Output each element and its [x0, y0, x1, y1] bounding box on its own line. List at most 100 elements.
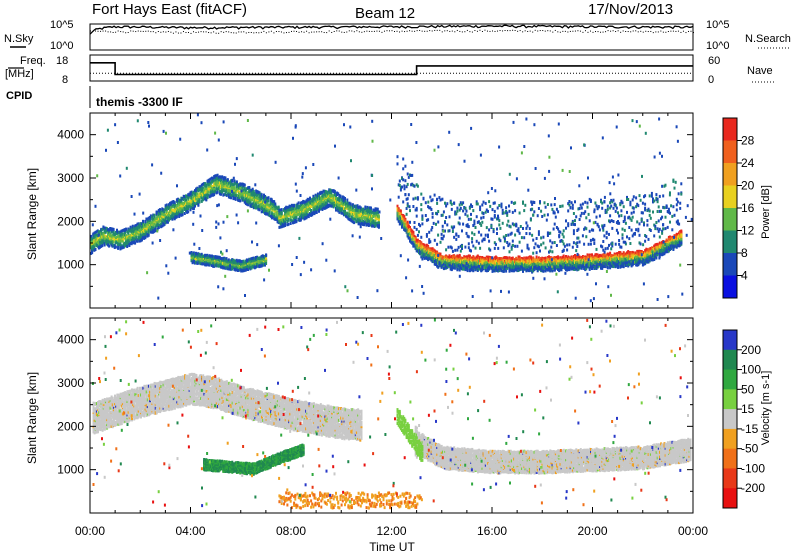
power-cell: [274, 202, 277, 206]
power-cell: [122, 241, 125, 245]
power-cell: [168, 205, 170, 209]
noise-search-point: [120, 31, 122, 33]
noise-search-point: [248, 31, 250, 33]
power-cell: [191, 203, 194, 207]
power-cell: [250, 190, 253, 194]
power-cell: [305, 216, 308, 220]
power-cell: [172, 212, 175, 216]
power-cell: [295, 203, 298, 207]
power-cell: [265, 198, 268, 202]
power-cell: [248, 192, 251, 196]
noise-search-point: [499, 30, 501, 32]
power-cell: [182, 197, 185, 201]
power-cell: [278, 225, 281, 229]
power-cell: [102, 236, 105, 239]
power-cell: [421, 222, 424, 226]
power-cell: [222, 176, 225, 180]
power-cell: [92, 236, 95, 240]
power-cell: [301, 214, 303, 218]
power-cell: [247, 193, 250, 197]
power-cell: [112, 234, 115, 238]
power-cell: [427, 218, 430, 222]
power-cell: [480, 216, 483, 220]
power-cell: [127, 234, 130, 238]
power-cell: [376, 207, 379, 211]
power-cell: [237, 198, 239, 202]
power-cell: [164, 204, 167, 208]
power-cell: [257, 190, 260, 194]
power-cell: [264, 210, 267, 214]
noise-search-point: [203, 31, 205, 33]
power-cell: [294, 207, 297, 211]
power-cell: [242, 198, 245, 202]
noise-search-point: [645, 30, 647, 32]
power-cell: [467, 242, 470, 246]
power-cell: [191, 191, 194, 195]
power-cell: [306, 213, 309, 217]
power-cell: [194, 204, 196, 208]
power-cell: [298, 205, 301, 209]
power-cell: [224, 187, 227, 191]
power-cell: [200, 199, 203, 203]
power-cell: [166, 212, 169, 216]
power-cell: [237, 183, 239, 187]
noise-search-point: [394, 31, 396, 33]
power-cell: [200, 183, 203, 187]
power-cell: [305, 199, 308, 203]
power-cell: [249, 189, 252, 192]
power-cell: [435, 222, 437, 226]
noise-search-point: [451, 30, 453, 32]
noise-series: [89, 24, 694, 35]
power-cell: [498, 219, 501, 223]
power-cell: [406, 204, 409, 208]
power-cell: [273, 212, 276, 216]
power-cell: [470, 249, 472, 253]
power-cell: [113, 244, 116, 248]
power-cell: [190, 203, 193, 207]
power-cell: [471, 231, 474, 235]
power-cell: [168, 203, 170, 207]
power-cell: [127, 238, 130, 242]
power-cell: [250, 192, 253, 196]
noise-search-point: [291, 30, 292, 32]
power-cell: [172, 200, 175, 203]
power-cell: [294, 220, 297, 224]
power-cell: [409, 209, 411, 213]
power-cell: [225, 185, 228, 189]
power-cell: [211, 176, 213, 180]
power-cell: [182, 202, 185, 206]
power-cell: [203, 188, 206, 192]
power-cell: [211, 190, 213, 194]
power-cell: [169, 217, 172, 221]
noise-search-point: [617, 30, 619, 32]
noise-search-point: [459, 30, 461, 32]
power-cell: [302, 206, 305, 210]
power-cell: [123, 230, 126, 234]
power-cell: [405, 212, 408, 216]
power-cell: [243, 183, 246, 187]
power-cell: [297, 201, 300, 205]
power-cell: [296, 211, 299, 215]
power-cell: [96, 240, 99, 244]
power-cell: [129, 233, 132, 237]
power-cell: [212, 180, 215, 184]
power-cell: [439, 198, 442, 202]
power-cell: [406, 182, 409, 186]
power-cell: [279, 211, 282, 215]
cpid-label: CPID: [6, 90, 32, 102]
power-cell: [227, 193, 230, 197]
power-cell: [307, 202, 310, 206]
power-cell: [190, 190, 193, 194]
noise-search-point: [509, 30, 511, 32]
power-cell: [473, 232, 476, 236]
power-cell: [252, 189, 255, 193]
noise-search-point: [185, 32, 187, 34]
power-cell: [94, 243, 97, 247]
power-cell: [129, 236, 132, 240]
power-cell: [213, 175, 216, 178]
power-cell: [256, 206, 259, 210]
noise-search-point: [419, 29, 421, 31]
power-cell: [181, 201, 184, 205]
power-cell: [459, 249, 462, 253]
power-cell: [170, 213, 173, 217]
